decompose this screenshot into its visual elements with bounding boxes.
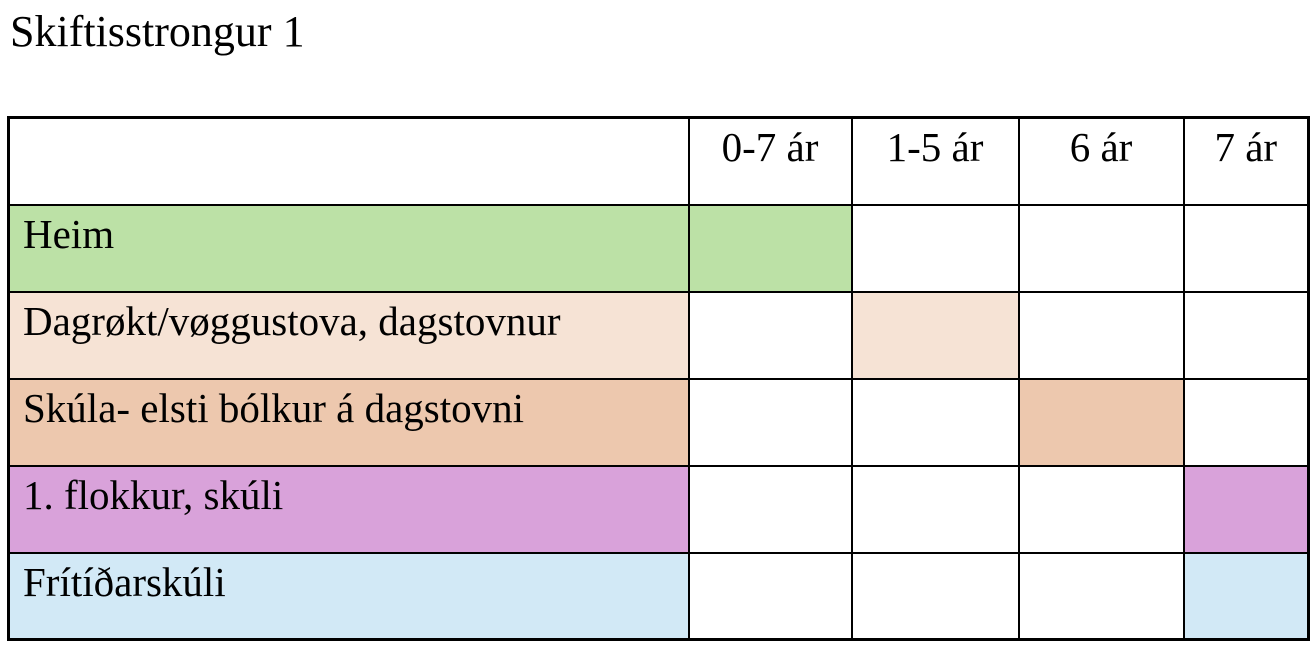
age-stage-table: 0-7 ár 1-5 ár 6 ár 7 ár Heim Dagrøkt/vøggust…: [7, 116, 1310, 641]
page-title: Skiftisstrongur 1: [10, 7, 305, 56]
column-header: 0-7 ár: [687, 116, 853, 206]
header-row: 0-7 ár 1-5 ár 6 ár 7 ár: [7, 116, 1310, 206]
table-row: Dagrøkt/vøggustova, dagstovnur: [7, 290, 1310, 380]
row-label-cell: Heim: [7, 203, 690, 293]
column-header: 1-5 ár: [850, 116, 1020, 206]
table-row: 1. flokkur, skúli: [7, 464, 1310, 554]
empty-cell: [1017, 551, 1185, 641]
column-header: 6 ár: [1017, 116, 1185, 206]
empty-cell: [687, 464, 853, 554]
highlighted-cell: [687, 203, 853, 293]
highlighted-cell: [1182, 464, 1310, 554]
highlighted-cell: [850, 290, 1020, 380]
highlighted-cell: [1017, 377, 1185, 467]
row-label-cell: 1. flokkur, skúli: [7, 464, 690, 554]
table-body: Heim Dagrøkt/vøggustova, dagstovnur Skúla-…: [7, 203, 1310, 641]
highlighted-cell: [1182, 551, 1310, 641]
empty-cell: [850, 551, 1020, 641]
empty-cell: [687, 377, 853, 467]
empty-cell: [1017, 464, 1185, 554]
empty-cell: [850, 464, 1020, 554]
table-row: Skúla- elsti bólkur á dagstovni: [7, 377, 1310, 467]
table-row: Heim: [7, 203, 1310, 293]
empty-cell: [1017, 203, 1185, 293]
empty-cell: [850, 377, 1020, 467]
corner-header-cell: [7, 116, 690, 206]
empty-cell: [850, 203, 1020, 293]
empty-cell: [1182, 203, 1310, 293]
table-row: Frítíðarskúli: [7, 551, 1310, 641]
empty-cell: [687, 551, 853, 641]
row-label-cell: Skúla- elsti bólkur á dagstovni: [7, 377, 690, 467]
empty-cell: [1182, 377, 1310, 467]
empty-cell: [1182, 290, 1310, 380]
column-header: 7 ár: [1182, 116, 1310, 206]
row-label-cell: Dagrøkt/vøggustova, dagstovnur: [7, 290, 690, 380]
empty-cell: [1017, 290, 1185, 380]
empty-cell: [687, 290, 853, 380]
row-label-cell: Frítíðarskúli: [7, 551, 690, 641]
